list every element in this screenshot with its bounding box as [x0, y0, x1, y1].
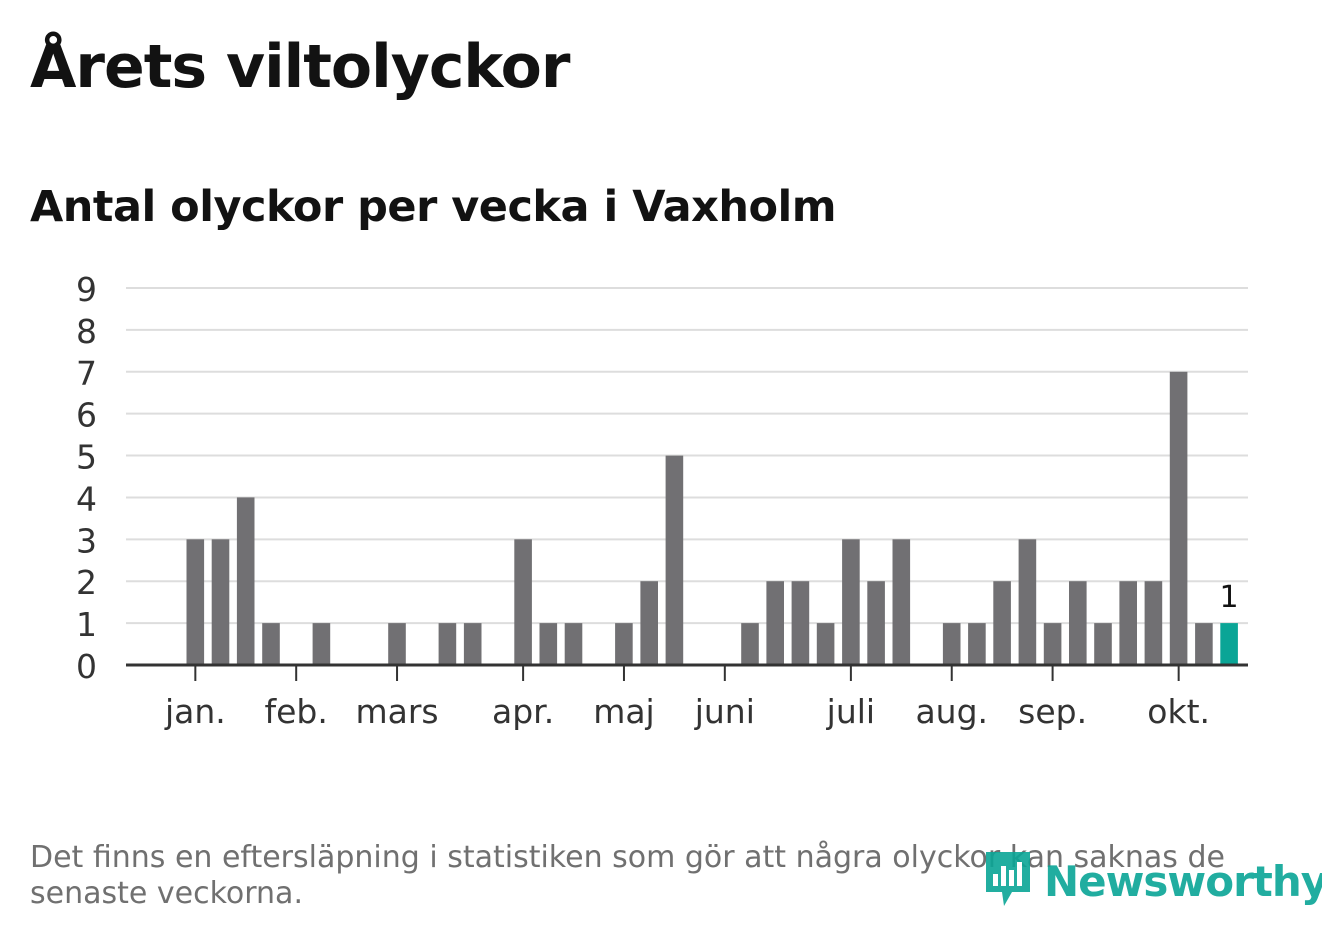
bar[interactable] [312, 623, 331, 665]
bar[interactable] [388, 623, 406, 665]
y-tick-label: 9 [76, 270, 97, 309]
bar-chart-speech-bubble-icon [982, 848, 1034, 914]
bar[interactable] [993, 581, 1011, 665]
chart-subtitle: Antal olyckor per vecka i Vaxholm [30, 182, 837, 232]
bar[interactable] [766, 581, 784, 665]
bar[interactable] [211, 539, 230, 665]
bar[interactable] [842, 539, 860, 665]
bar[interactable] [968, 623, 986, 665]
y-tick-label: 5 [76, 438, 97, 477]
y-tick-label: 1 [76, 605, 97, 644]
bar[interactable] [1119, 581, 1137, 665]
gridlines [126, 287, 1248, 625]
bar[interactable] [1069, 581, 1087, 665]
y-tick-label: 2 [76, 563, 97, 602]
bar[interactable] [640, 581, 658, 665]
y-tick-label: 3 [76, 521, 97, 560]
y-tick-label: 4 [76, 479, 97, 518]
brand-name: Newsworthy [1044, 856, 1322, 906]
bar[interactable] [1018, 539, 1037, 665]
bar[interactable] [665, 455, 684, 665]
x-tick-label: aug. [915, 692, 988, 731]
bar[interactable] [942, 623, 961, 665]
bar[interactable] [1169, 371, 1188, 665]
bar[interactable] [236, 497, 255, 665]
x-tick-label: sep. [1018, 692, 1087, 731]
y-tick-label: 6 [76, 396, 97, 435]
bars [186, 371, 1238, 665]
bar[interactable] [564, 623, 583, 665]
bar[interactable] [1195, 623, 1213, 665]
x-tick-label: okt. [1147, 692, 1210, 731]
bar[interactable] [892, 539, 911, 665]
bar[interactable] [438, 623, 457, 665]
bar[interactable] [615, 623, 633, 665]
bar[interactable] [262, 623, 280, 665]
bar[interactable] [791, 581, 810, 665]
bar[interactable] [514, 539, 532, 665]
newsworthy-logo[interactable]: Newsworthy [982, 848, 1322, 914]
y-tick-label: 0 [76, 647, 97, 686]
x-tick-label: maj [593, 692, 655, 731]
bar[interactable] [867, 581, 885, 665]
x-tick-label: mars [355, 692, 438, 731]
bar[interactable] [463, 623, 482, 665]
x-tick-label: apr. [492, 692, 554, 731]
bar-highlighted[interactable] [1220, 623, 1238, 665]
bar[interactable] [1094, 623, 1112, 665]
chart-title: Årets viltolyckor [30, 32, 570, 102]
bar[interactable] [1043, 623, 1062, 665]
y-tick-label: 8 [76, 312, 97, 351]
x-tick-label: jan. [164, 692, 226, 731]
bar[interactable] [186, 539, 205, 665]
x-tick-label: juli [826, 692, 875, 731]
bar[interactable] [1144, 581, 1163, 665]
x-axis: jan. feb. mars apr. maj juni juli aug. sep. okt. [126, 663, 1248, 731]
y-tick-label: 7 [76, 354, 97, 393]
x-tick-label: feb. [265, 692, 328, 731]
bar[interactable] [816, 623, 835, 665]
x-tick-label: juni [694, 692, 755, 731]
bar[interactable] [741, 623, 759, 665]
data-labels: 1 [1220, 580, 1239, 615]
bar[interactable] [539, 623, 558, 665]
data-label: 1 [1220, 580, 1239, 615]
